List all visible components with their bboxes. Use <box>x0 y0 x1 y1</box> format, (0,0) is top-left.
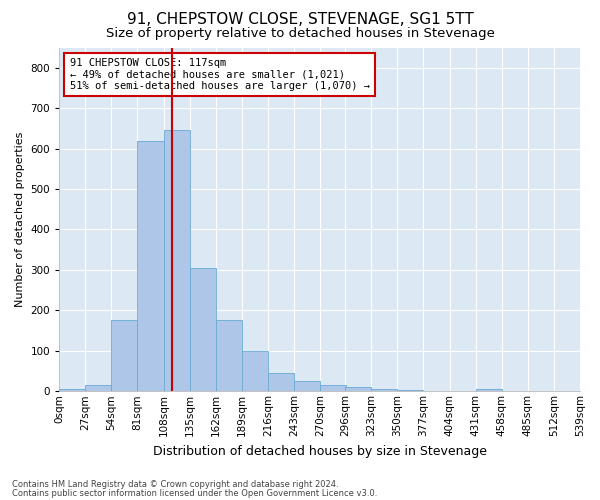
Bar <box>294 381 320 392</box>
Bar <box>345 387 371 392</box>
Bar <box>190 268 216 392</box>
Text: Size of property relative to detached houses in Stevenage: Size of property relative to detached ho… <box>106 28 494 40</box>
Bar <box>476 389 502 392</box>
Text: Contains HM Land Registry data © Crown copyright and database right 2024.: Contains HM Land Registry data © Crown c… <box>12 480 338 489</box>
Bar <box>397 390 424 392</box>
X-axis label: Distribution of detached houses by size in Stevenage: Distribution of detached houses by size … <box>152 444 487 458</box>
Bar <box>137 140 164 392</box>
Y-axis label: Number of detached properties: Number of detached properties <box>15 132 25 307</box>
Bar <box>242 351 268 392</box>
Text: 91 CHEPSTOW CLOSE: 117sqm
← 49% of detached houses are smaller (1,021)
51% of se: 91 CHEPSTOW CLOSE: 117sqm ← 49% of detac… <box>70 58 370 91</box>
Bar <box>112 320 137 392</box>
Bar <box>85 385 112 392</box>
Bar <box>216 320 242 392</box>
Text: Contains public sector information licensed under the Open Government Licence v3: Contains public sector information licen… <box>12 488 377 498</box>
Bar <box>164 130 190 392</box>
Bar <box>59 389 85 392</box>
Bar <box>268 373 294 392</box>
Bar <box>320 385 346 392</box>
Bar <box>371 389 397 392</box>
Text: 91, CHEPSTOW CLOSE, STEVENAGE, SG1 5TT: 91, CHEPSTOW CLOSE, STEVENAGE, SG1 5TT <box>127 12 473 28</box>
